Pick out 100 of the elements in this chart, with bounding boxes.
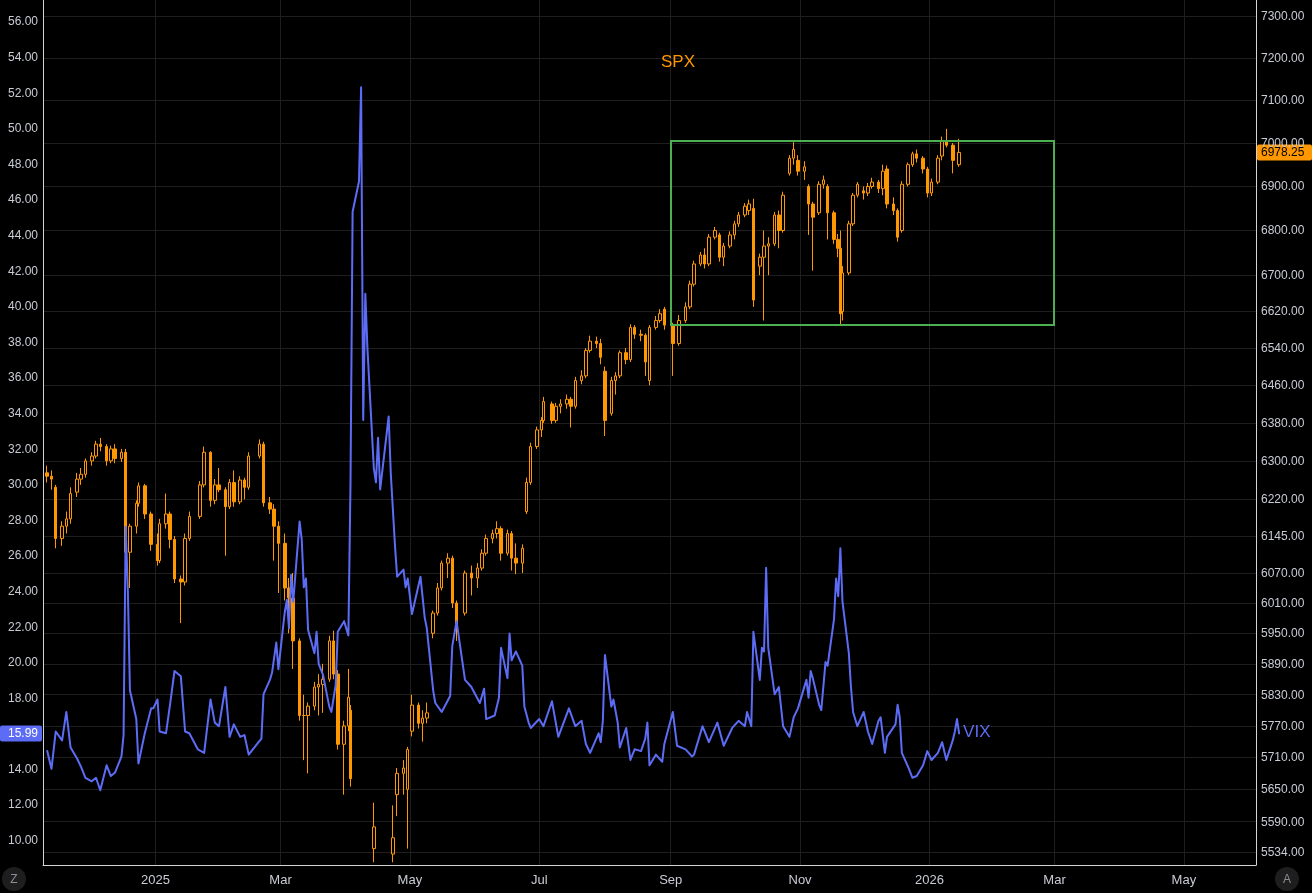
y2-tick-label: 7300.00	[1261, 9, 1305, 24]
candlestick	[395, 767, 399, 817]
y-tick-label: 46.00	[7, 192, 39, 207]
y-tick-label: 40.00	[7, 299, 39, 314]
y-tick-label: 36.00	[7, 370, 39, 385]
y-tick-label: 22.00	[7, 619, 39, 634]
candlestick	[321, 663, 325, 714]
candlestick	[866, 182, 870, 197]
y2-tick-label: 6010.00	[1261, 596, 1305, 610]
y2-tick-label: 5650.00	[1261, 782, 1305, 797]
text: SPX	[661, 52, 696, 71]
y2-tick-label: 6800.00	[1261, 223, 1305, 238]
y2-tick-label: 6540.00	[1261, 341, 1305, 356]
candlestick	[470, 565, 473, 596]
y2-tick-label: 5950.00	[1261, 626, 1305, 641]
y2-tick-label: 6300.00	[1261, 453, 1305, 468]
x-tick-label: May	[1171, 872, 1197, 887]
candlestick	[391, 804, 395, 863]
x-tick-label: 2026	[914, 872, 944, 887]
y2-tick-label: 6070.00	[1261, 566, 1305, 581]
y2-tick-label: 6620.00	[1261, 304, 1305, 319]
y-tick-label: 42.00	[7, 263, 39, 278]
x-tick-label: Mar	[269, 872, 293, 887]
candlestick	[143, 483, 147, 520]
y-tick-label: 56.00	[7, 14, 39, 29]
y2-tick-label: 5770.00	[1261, 718, 1305, 733]
y-tick-label: 38.00	[7, 334, 39, 349]
candlestick	[677, 314, 681, 347]
y-tick-label: 10.00	[7, 833, 39, 848]
y2-tick-label: 6145.00	[1261, 529, 1305, 543]
y-tick-label: 34.00	[7, 405, 39, 420]
y-tick-label: 18.00	[7, 690, 39, 705]
x-tick-label: May	[397, 872, 423, 887]
y-tick-label: 52.00	[7, 85, 39, 100]
y-tick-label: 32.00	[7, 441, 39, 456]
candlestick	[707, 233, 711, 267]
y-tick-label: 44.00	[7, 227, 39, 242]
x-tick-label: Mar	[1043, 872, 1067, 887]
line-series	[46, 86, 961, 792]
y-tick-label: 15.99	[7, 726, 39, 741]
candlestick	[499, 525, 503, 562]
candlestick	[332, 630, 335, 680]
candlestick	[54, 484, 57, 549]
y-tick-label: 24.00	[7, 583, 39, 598]
candlestick	[550, 401, 554, 425]
candlestick	[648, 324, 651, 386]
candlestick	[372, 802, 376, 863]
candlestick	[113, 443, 117, 464]
candlestick	[951, 142, 955, 174]
y2-tick-label: 7200.00	[1261, 51, 1305, 66]
y2-tick-label: 7100.00	[1261, 93, 1305, 108]
candlestick	[826, 183, 829, 240]
y-tick-label: 20.00	[7, 655, 39, 670]
y2-tick-label: 6220.00	[1261, 492, 1305, 507]
y2-tick-label: 6380.00	[1261, 415, 1305, 430]
candlestick	[554, 402, 558, 424]
candlestick	[406, 746, 409, 850]
y2-tick-label: 6900.00	[1261, 179, 1305, 194]
y-tick-label: 26.00	[7, 548, 39, 563]
y-tick-label: 14.00	[7, 761, 39, 776]
candlestick	[410, 694, 414, 737]
candlestick	[298, 637, 301, 722]
candlestick	[803, 160, 806, 181]
candlestick	[817, 180, 821, 216]
candlestick	[915, 149, 918, 164]
candlestick	[238, 475, 242, 505]
y2-tick-label: 5890.00	[1261, 656, 1305, 671]
candlestick	[149, 511, 153, 552]
y-tick-label: 30.00	[7, 477, 39, 492]
y2-tick-label: 5710.00	[1261, 750, 1305, 765]
y2-tick-label: 5534.00	[1261, 844, 1305, 859]
candlestick	[885, 165, 889, 209]
y-tick-label: 12.00	[7, 797, 39, 812]
y-tick-label: 50.00	[7, 121, 39, 136]
candlestick	[328, 635, 331, 683]
candlestick	[232, 469, 236, 508]
y2-tick-label: 5590.00	[1261, 814, 1305, 829]
x-tick-label: Nov	[788, 872, 813, 887]
candlestick	[603, 366, 607, 437]
candlestick	[128, 523, 132, 589]
candlestick	[671, 322, 675, 377]
candlestick	[463, 570, 467, 617]
candlestick	[521, 543, 524, 574]
candlestick	[336, 669, 340, 751]
y-tick-label: 48.00	[7, 156, 39, 171]
candlestick	[796, 154, 800, 177]
candlestick	[699, 251, 702, 267]
candlestick	[610, 376, 613, 417]
series-label: VIX	[963, 721, 991, 741]
x-tick-label: 2025	[140, 872, 170, 887]
y2-tick-label: 5830.00	[1261, 687, 1305, 702]
candlestick	[75, 472, 79, 498]
y-tick-label: 54.00	[7, 49, 39, 64]
candlestick	[762, 230, 766, 322]
candlestick	[957, 138, 961, 168]
candlestick	[109, 445, 113, 464]
x-tick-label: Sep	[659, 872, 683, 887]
x-tick-label: Jul	[530, 872, 548, 887]
y2-tick-label: 6700.00	[1261, 268, 1305, 283]
candlestick	[599, 338, 602, 365]
